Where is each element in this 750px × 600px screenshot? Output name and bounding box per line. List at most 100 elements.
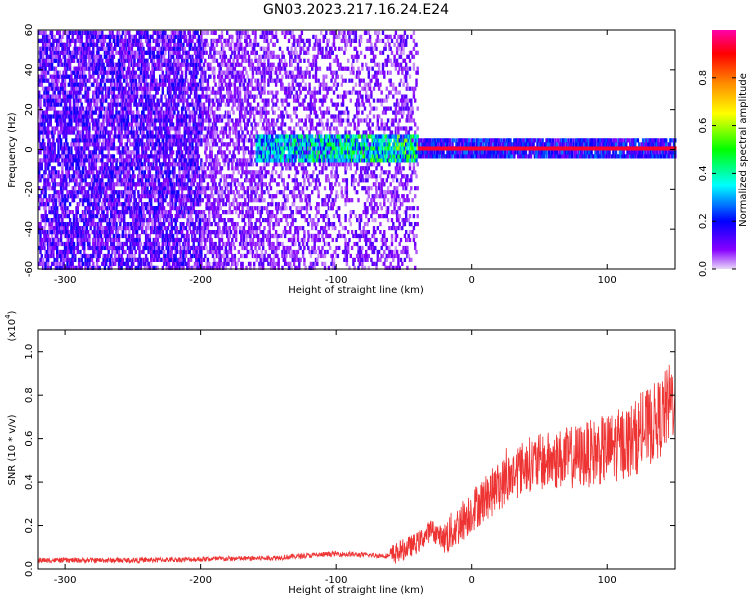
- spectrogram-cell: [112, 138, 116, 143]
- spectrogram-cell: [81, 226, 85, 231]
- spectrogram-cell: [180, 138, 184, 143]
- spectrogram-cell: [80, 86, 83, 91]
- spectrogram-cell: [183, 182, 186, 187]
- spectrogram-cell: [184, 78, 188, 83]
- spectrogram-cell: [146, 122, 149, 127]
- spectrogram-cell: [130, 166, 134, 171]
- spectrogram-cell: [71, 158, 74, 163]
- spectrogram-cell: [92, 90, 95, 95]
- spectrogram-cell: [188, 194, 191, 199]
- spectrogram-cell: [99, 134, 103, 139]
- spectrogram-cell: [59, 226, 63, 231]
- spectrogram-cell: [193, 249, 197, 255]
- spectrogram-cell: [193, 154, 197, 159]
- spectrogram-cell: [107, 166, 110, 171]
- spectrogram-cell: [164, 102, 167, 107]
- spectrogram-cell: [110, 253, 113, 259]
- spectrogram-cell: [139, 34, 143, 39]
- spectrogram-cell: [121, 218, 125, 223]
- spectrogram-cell: [201, 226, 204, 231]
- spectrogram-cell: [133, 210, 136, 215]
- spectrogram-cell: [54, 118, 58, 123]
- spectrogram-cell: [65, 150, 68, 155]
- spectrogram-cell: [153, 94, 157, 99]
- spectrogram-cell: [103, 202, 107, 207]
- spectrogram-cell: [75, 206, 78, 211]
- spectrogram-cell: [186, 58, 189, 63]
- spectrogram-cell: [196, 98, 199, 103]
- spectrogram-cell: [62, 94, 65, 99]
- spectrogram-cell: [75, 226, 78, 231]
- spectrogram-cell: [147, 146, 150, 151]
- spectrogram-cell: [93, 138, 96, 143]
- spectrogram-cell: [133, 245, 136, 251]
- spectrogram-cell: [134, 186, 137, 191]
- spectrogram-cell: [107, 170, 110, 175]
- spectrogram-cell: [132, 78, 135, 83]
- spectrogram-cell: [180, 142, 184, 147]
- spectrogram-cell: [40, 245, 43, 251]
- spectrogram-cell: [156, 214, 159, 219]
- spectrogram-cell: [160, 94, 163, 99]
- spectrogram-cell: [49, 230, 52, 235]
- spectrogram-cell: [108, 245, 112, 251]
- spectrogram-cell: [175, 46, 179, 51]
- spectrogram-cell: [135, 142, 139, 147]
- spectrogram-cell: [189, 253, 193, 259]
- spectrogram-cell: [110, 70, 113, 75]
- spectrogram-cell: [72, 118, 76, 123]
- spectrogram-cell: [183, 118, 186, 123]
- spectrogram-cell: [121, 102, 125, 107]
- spectrogram-cell: [66, 182, 69, 187]
- spectrogram-cell: [138, 174, 141, 179]
- spectrogram-cell: [132, 194, 135, 199]
- spectrogram-cell: [182, 214, 185, 219]
- spectrogram-cell: [88, 122, 91, 127]
- spectrogram-cell: [107, 50, 110, 55]
- spectrogram-cell: [144, 78, 148, 83]
- spectrogram-cell: [200, 126, 203, 131]
- spectrogram-cell: [38, 82, 41, 87]
- spectrogram-cell: [147, 210, 150, 215]
- spectrogram-cell: [128, 210, 131, 215]
- spectrogram-cell: [157, 102, 161, 107]
- spectrogram-cell: [141, 174, 144, 179]
- spectrogram-cell: [59, 237, 63, 243]
- spectrogram-cell: [108, 110, 112, 115]
- spectrogram-cell: [195, 94, 198, 99]
- spectrogram-cell: [174, 50, 177, 55]
- spectrogram-cell: [204, 70, 207, 75]
- spectrogram-cell: [88, 142, 91, 147]
- spectrogram-cell: [195, 86, 198, 91]
- spectrogram-cell: [124, 150, 127, 155]
- spectrogram-cell: [62, 214, 65, 219]
- spectrogram-cell: [178, 186, 181, 191]
- spectrogram-cell: [161, 241, 164, 247]
- spectrogram-cell: [119, 178, 122, 183]
- spectrogram-cell: [95, 38, 99, 43]
- spectrogram-cell: [107, 66, 110, 71]
- spectrogram-cell: [44, 118, 47, 123]
- spectrogram-cell: [209, 118, 212, 123]
- spectrogram-cell: [193, 62, 197, 67]
- spectrogram-cell: [44, 154, 47, 159]
- spectrogram-cell: [48, 249, 51, 255]
- spectrogram-cell: [120, 98, 123, 103]
- spectrogram-cell: [83, 194, 86, 199]
- spectrogram-cell: [68, 74, 72, 79]
- spectrogram-cell: [156, 237, 159, 243]
- spectrogram-cell: [171, 30, 175, 35]
- spectrogram-cell: [70, 174, 73, 179]
- spectrogram-cell: [40, 66, 43, 71]
- spectrogram-cell: [119, 78, 122, 83]
- spectrogram-cell: [68, 249, 72, 255]
- spectrogram-cell: [85, 110, 88, 115]
- spectrogram-cell: [211, 202, 215, 207]
- spectrogram-cell: [117, 198, 121, 203]
- spectrogram-cell: [171, 226, 175, 231]
- spectrogram-cell: [197, 138, 201, 143]
- spectrogram-cell: [90, 218, 94, 223]
- spectrogram-cell: [135, 126, 139, 131]
- spectrogram-cell: [111, 70, 114, 75]
- spectrogram-cell: [39, 122, 42, 127]
